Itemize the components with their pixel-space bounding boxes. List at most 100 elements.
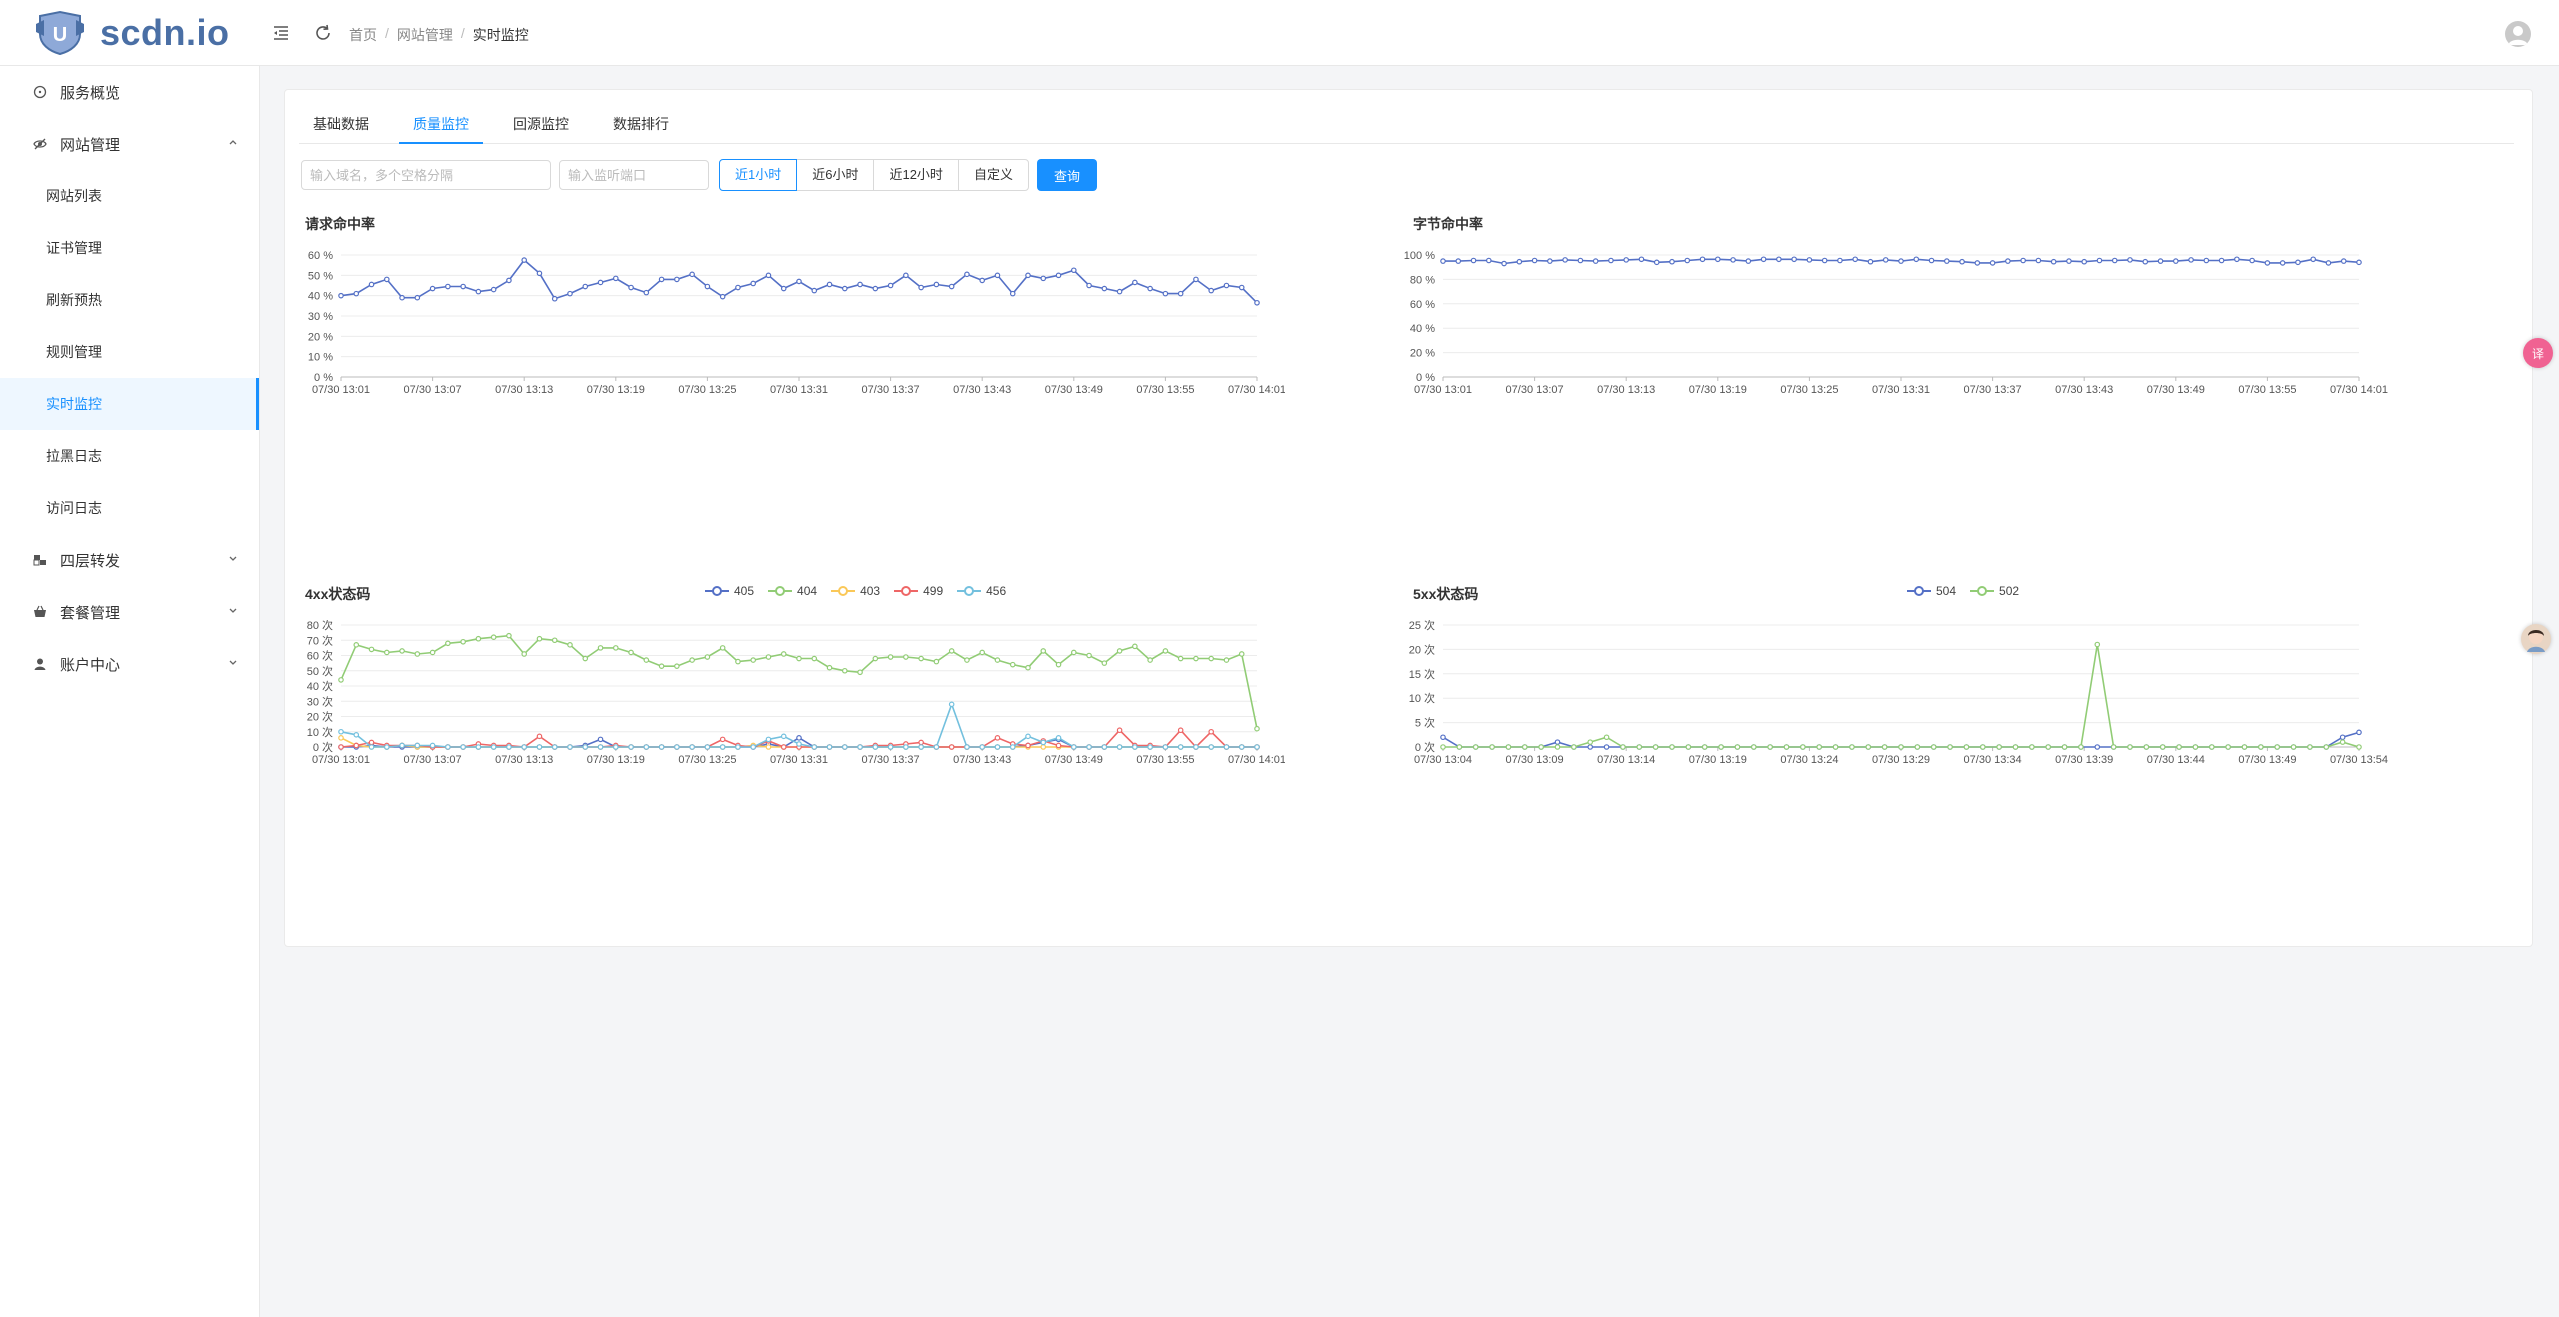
data-point[interactable] [2249,257,2255,264]
sidebar-item-l4[interactable]: 四层转发 [0,534,259,586]
data-point[interactable] [612,744,619,750]
legend-item[interactable]: 504 [1907,584,1956,598]
data-point[interactable] [796,735,802,741]
data-point[interactable] [1603,744,1610,750]
data-point[interactable] [612,645,619,651]
data-point[interactable] [1849,744,1855,750]
data-point[interactable] [490,286,497,293]
data-point[interactable] [903,744,909,750]
translate-badge[interactable]: 译 [2523,338,2553,368]
data-point[interactable] [414,651,421,657]
data-point[interactable] [1025,272,1031,279]
data-point[interactable] [857,744,863,750]
tab-basic-data[interactable]: 基础数据 [313,116,369,132]
menu-fold-icon[interactable] [270,22,292,44]
data-point[interactable] [1913,256,1920,263]
data-point[interactable] [658,663,665,669]
range-custom-button[interactable]: 自定义 [957,159,1029,191]
breadcrumb-site-mgmt[interactable]: 网站管理 [396,27,453,43]
data-point[interactable] [1025,742,1031,749]
data-point[interactable] [2323,744,2330,750]
range-12h-button[interactable]: 近12小时 [873,159,959,191]
data-point[interactable] [1562,257,1568,263]
data-point[interactable] [460,638,466,645]
data-point[interactable] [780,744,787,750]
data-point[interactable] [521,257,528,263]
tab-origin[interactable]: 回源监控 [513,116,569,132]
data-point[interactable] [918,744,924,750]
data-point[interactable] [338,677,344,683]
data-point[interactable] [490,744,497,750]
sidebar-sub-access-log[interactable]: 访问日志 [46,500,102,516]
data-point[interactable] [2218,257,2225,264]
data-point[interactable] [1571,744,1577,750]
data-point[interactable] [735,744,741,750]
data-point[interactable] [1238,284,1245,291]
data-point[interactable] [2111,257,2118,264]
data-point[interactable] [1132,744,1138,750]
sidebar-item-account[interactable]: 账户中心 [0,638,259,690]
data-point[interactable] [841,285,848,292]
data-point[interactable] [2192,744,2199,750]
data-point[interactable] [1996,744,2002,750]
data-point[interactable] [1147,657,1153,663]
data-point[interactable] [903,654,909,660]
data-point[interactable] [1531,257,1538,264]
data-point[interactable] [2066,258,2072,264]
data-point[interactable] [445,640,451,647]
data-point[interactable] [1898,258,1904,264]
data-point[interactable] [384,276,390,283]
data-point[interactable] [796,741,802,747]
data-point[interactable] [719,645,726,651]
data-point[interactable] [1554,739,1561,745]
sidebar-sub-rules[interactable]: 规则管理 [46,344,102,360]
data-point[interactable] [2310,256,2317,263]
legend-item[interactable]: 403 [831,584,880,598]
data-point[interactable] [2339,734,2346,741]
data-point[interactable] [1101,660,1108,666]
data-point[interactable] [2127,744,2133,750]
legend-item[interactable]: 456 [957,584,1006,598]
data-point[interactable] [429,649,436,656]
data-point[interactable] [719,293,726,300]
data-point[interactable] [582,283,589,290]
query-button[interactable]: 查询 [1036,159,1097,191]
data-point[interactable] [1914,744,1921,750]
data-point[interactable] [2325,260,2332,266]
data-point[interactable] [1223,657,1230,663]
data-point[interactable] [704,654,711,660]
data-point[interactable] [2142,258,2149,265]
data-point[interactable] [1489,744,1495,750]
data-point[interactable] [674,276,680,283]
data-point[interactable] [1623,257,1630,263]
legend-item[interactable]: 502 [1970,584,2019,598]
sidebar-sub-cert[interactable]: 证书管理 [46,240,102,256]
data-point[interactable] [1685,744,1692,750]
data-point[interactable] [1132,643,1138,650]
data-point[interactable] [1177,744,1184,750]
data-point[interactable] [1881,744,1888,750]
data-point[interactable] [551,637,558,644]
data-point[interactable] [1055,735,1062,741]
data-point[interactable] [1989,260,1996,266]
data-point[interactable] [643,744,650,750]
data-point[interactable] [1760,256,1767,263]
legend-item[interactable]: 405 [705,584,754,598]
data-point[interactable] [2241,744,2248,750]
data-point[interactable] [933,658,940,665]
data-point[interactable] [338,728,344,735]
data-point[interactable] [1177,290,1184,297]
domain-input[interactable] [301,160,551,190]
data-point[interactable] [1116,744,1123,750]
data-point[interactable] [1254,744,1260,750]
data-point[interactable] [536,744,543,750]
data-point[interactable] [735,658,741,665]
tab-ranking[interactable]: 数据排行 [613,116,669,132]
data-point[interactable] [536,635,543,642]
data-point[interactable] [1440,744,1446,750]
data-point[interactable] [689,744,695,750]
data-point[interactable] [674,744,680,750]
data-point[interactable] [582,655,589,662]
data-point[interactable] [1608,257,1614,264]
data-point[interactable] [2094,641,2101,648]
